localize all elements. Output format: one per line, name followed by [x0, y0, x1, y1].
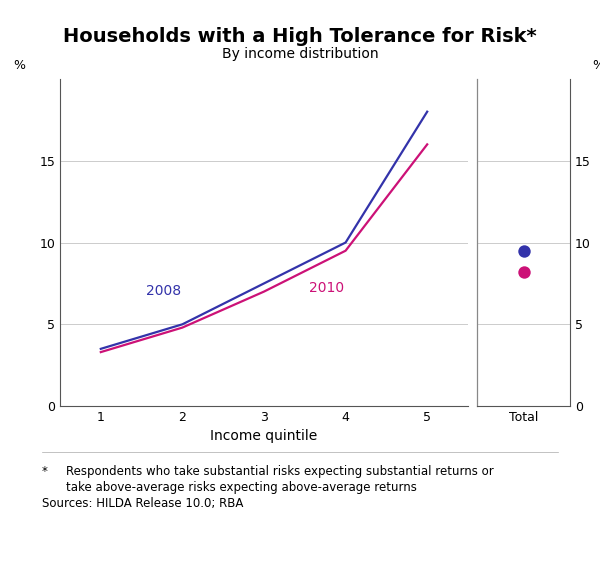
- X-axis label: Income quintile: Income quintile: [211, 430, 317, 443]
- Text: 2010: 2010: [309, 280, 344, 294]
- Text: *: *: [42, 465, 48, 478]
- Text: take above-average risks expecting above-average returns: take above-average risks expecting above…: [66, 481, 417, 494]
- Text: Respondents who take substantial risks expecting substantial returns or: Respondents who take substantial risks e…: [66, 465, 494, 478]
- Point: [518, 267, 529, 276]
- Text: 2008: 2008: [146, 284, 181, 298]
- Text: %: %: [592, 59, 600, 72]
- Point: [518, 246, 529, 255]
- Text: Households with a High Tolerance for Risk*: Households with a High Tolerance for Ris…: [63, 27, 537, 46]
- Text: By income distribution: By income distribution: [221, 47, 379, 60]
- Text: Sources: HILDA Release 10.0; RBA: Sources: HILDA Release 10.0; RBA: [42, 497, 244, 510]
- Text: %: %: [13, 59, 25, 72]
